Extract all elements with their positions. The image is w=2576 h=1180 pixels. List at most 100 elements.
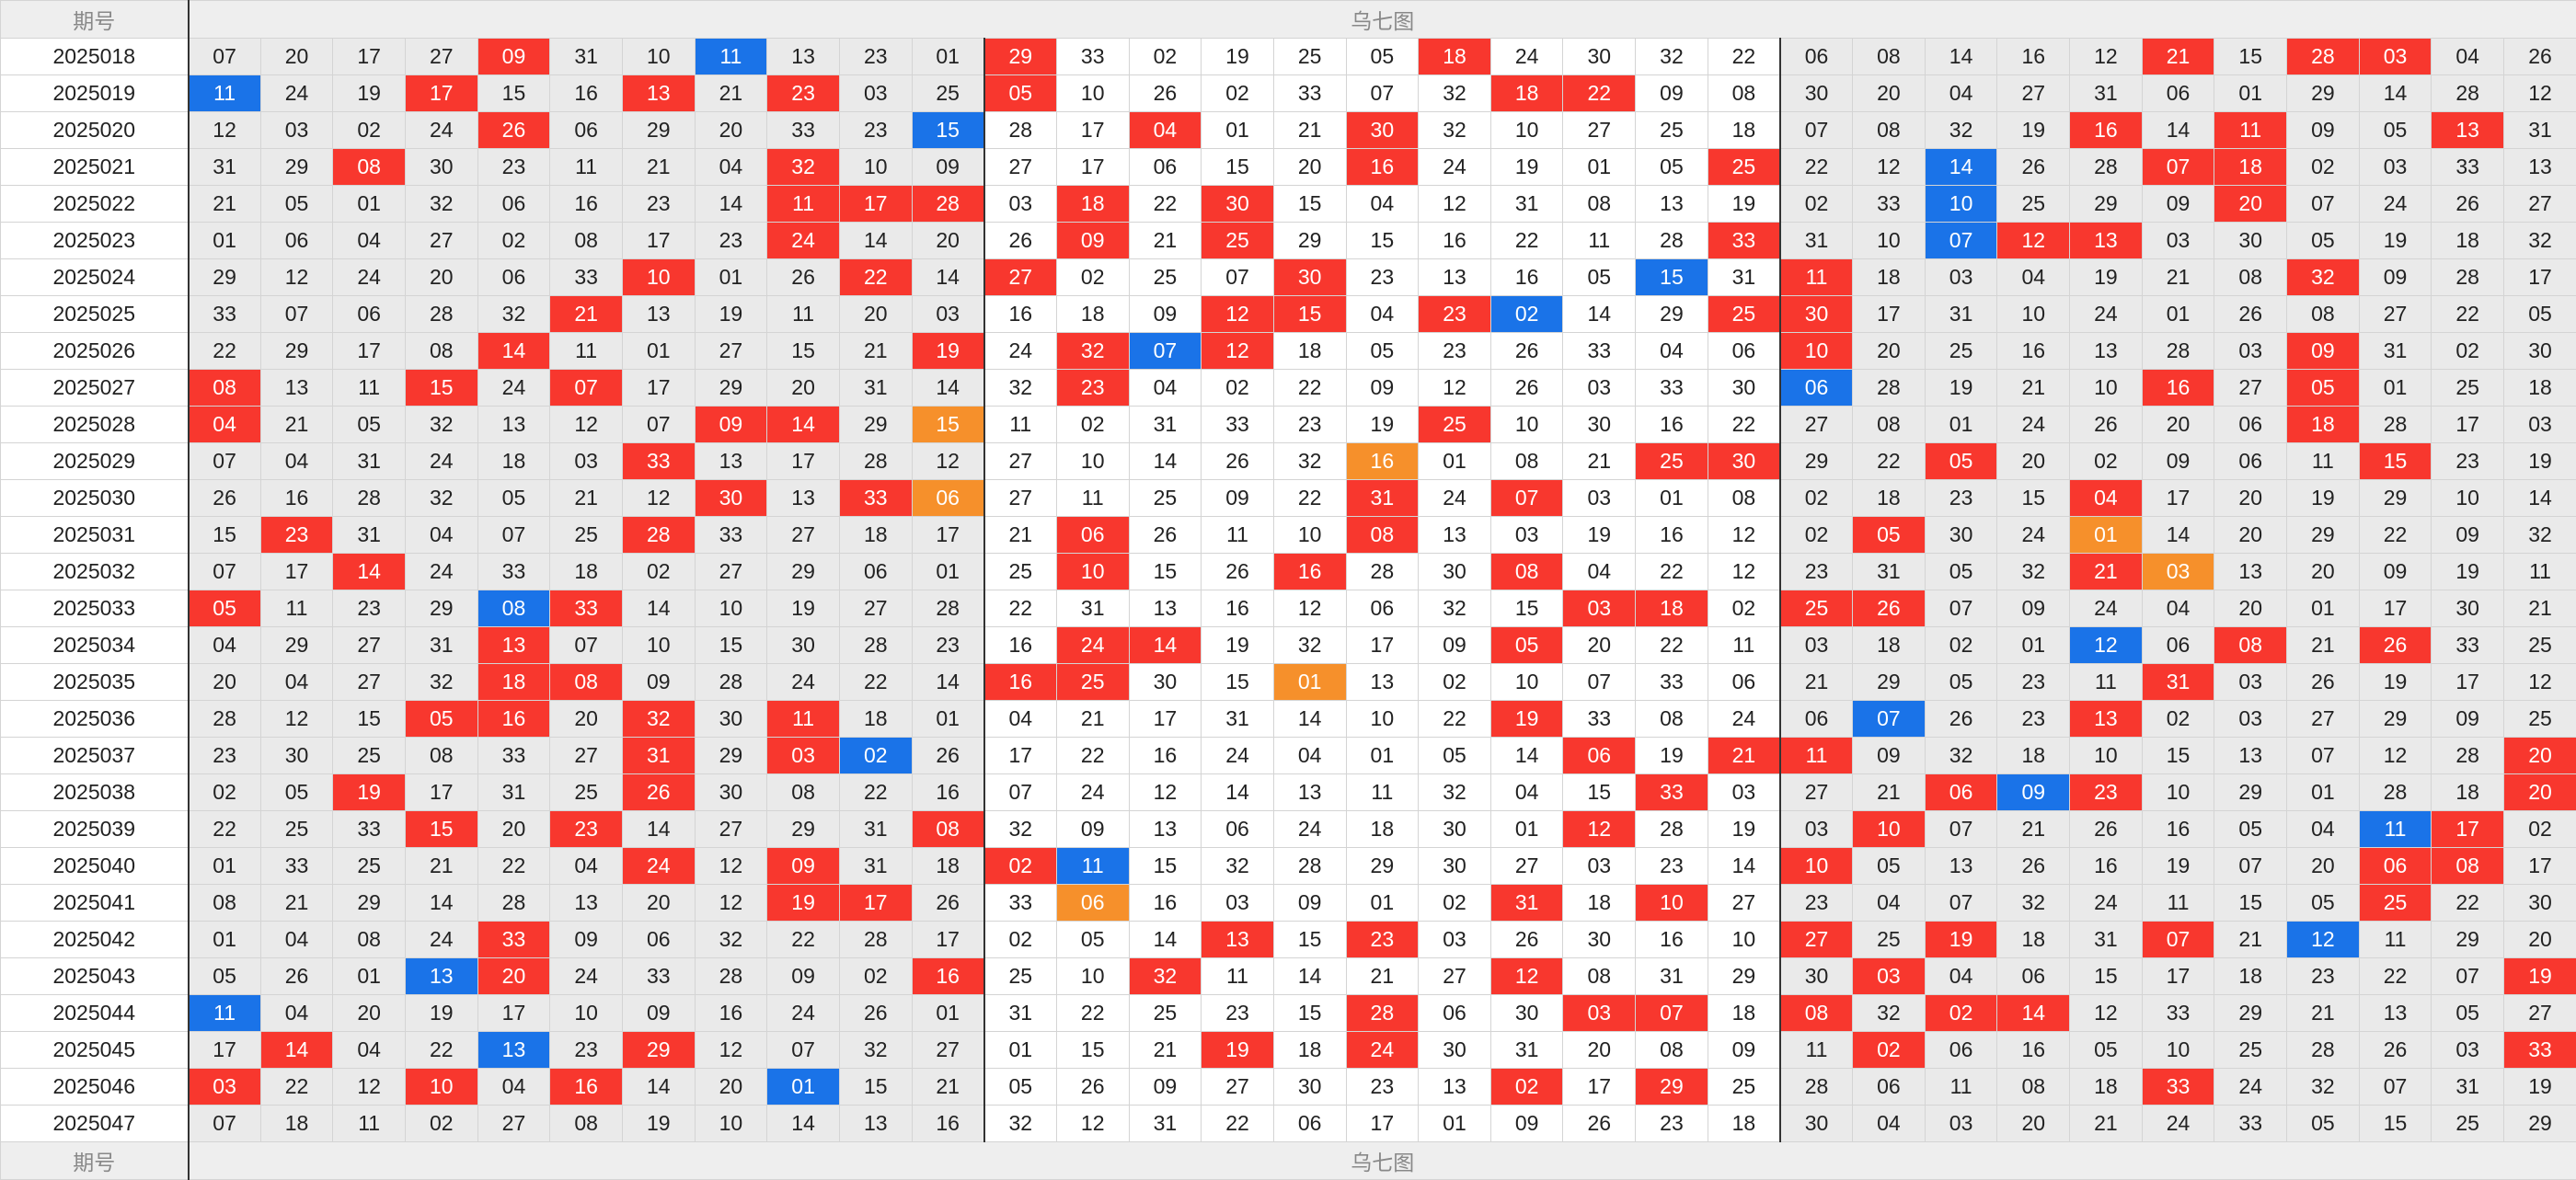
number-cell: 10	[1780, 848, 1853, 885]
number-cell: 28	[333, 480, 406, 517]
number-cell: 30	[1780, 75, 1853, 112]
number-cell: 20	[839, 296, 912, 333]
number-cell: 20	[1997, 1106, 2070, 1142]
number-cell: 14	[767, 1106, 840, 1142]
number-cell: 27	[1780, 407, 1853, 443]
number-cell: 25	[1056, 664, 1129, 701]
number-cell: 14	[333, 554, 406, 590]
number-cell: 15	[333, 701, 406, 738]
number-cell: 23	[1780, 554, 1853, 590]
number-cell: 33	[1853, 186, 1926, 223]
number-cell: 05	[189, 958, 261, 995]
number-cell: 07	[2214, 848, 2287, 885]
number-cell: 11	[189, 75, 261, 112]
number-cell: 27	[1419, 958, 1491, 995]
number-cell: 29	[333, 885, 406, 922]
number-cell: 33	[1563, 701, 1636, 738]
number-cell: 18	[1853, 480, 1926, 517]
period-cell: 2025045	[1, 1032, 189, 1069]
number-cell: 25	[2504, 627, 2576, 664]
number-cell: 16	[984, 664, 1057, 701]
number-cell: 18	[1419, 39, 1491, 75]
number-cell: 09	[2287, 333, 2360, 370]
number-cell: 04	[1273, 738, 1346, 774]
number-cell: 01	[1636, 480, 1708, 517]
number-cell: 33	[2432, 627, 2504, 664]
number-cell: 01	[1419, 443, 1491, 480]
number-cell: 13	[839, 1106, 912, 1142]
number-cell: 21	[1780, 664, 1853, 701]
number-cell: 03	[1563, 370, 1636, 407]
number-cell: 03	[1563, 590, 1636, 627]
number-cell: 05	[2359, 112, 2432, 149]
number-cell: 28	[2287, 1032, 2360, 1069]
number-cell: 17	[1563, 1069, 1636, 1106]
number-cell: 29	[1273, 223, 1346, 259]
number-cell: 15	[1202, 149, 1274, 186]
period-cell: 2025044	[1, 995, 189, 1032]
number-cell: 06	[477, 259, 550, 296]
number-cell: 05	[1056, 922, 1129, 958]
number-cell: 12	[695, 885, 767, 922]
number-cell: 24	[1202, 738, 1274, 774]
number-cell: 20	[1273, 149, 1346, 186]
number-cell: 25	[1273, 39, 1346, 75]
number-cell: 32	[2504, 223, 2576, 259]
number-cell: 01	[2142, 296, 2214, 333]
number-cell: 13	[1129, 811, 1202, 848]
number-cell: 14	[477, 333, 550, 370]
number-cell: 02	[1780, 480, 1853, 517]
number-cell: 01	[767, 1069, 840, 1106]
number-cell: 23	[1636, 848, 1708, 885]
number-cell: 09	[767, 958, 840, 995]
number-cell: 21	[839, 333, 912, 370]
number-cell: 18	[1853, 259, 1926, 296]
number-cell: 09	[2432, 701, 2504, 738]
number-cell: 30	[1129, 664, 1202, 701]
number-cell: 30	[1273, 259, 1346, 296]
number-cell: 14	[1708, 848, 1780, 885]
number-cell: 30	[767, 627, 840, 664]
number-cell: 29	[695, 738, 767, 774]
period-cell: 2025036	[1, 701, 189, 738]
number-cell: 07	[189, 1106, 261, 1142]
number-cell: 19	[1490, 149, 1563, 186]
number-cell: 01	[1419, 1106, 1491, 1142]
number-cell: 24	[622, 848, 695, 885]
number-cell: 11	[2287, 443, 2360, 480]
number-cell: 09	[1056, 811, 1129, 848]
number-cell: 14	[1925, 39, 1997, 75]
number-cell: 28	[2070, 149, 2143, 186]
number-cell: 05	[2287, 223, 2360, 259]
number-cell: 11	[1780, 259, 1853, 296]
number-cell: 24	[405, 554, 477, 590]
number-cell: 30	[1563, 922, 1636, 958]
number-cell: 32	[2287, 1069, 2360, 1106]
number-cell: 06	[1129, 149, 1202, 186]
number-cell: 03	[260, 112, 333, 149]
number-cell: 16	[695, 995, 767, 1032]
number-cell: 08	[1780, 995, 1853, 1032]
number-cell: 01	[2359, 370, 2432, 407]
number-cell: 13	[1419, 259, 1491, 296]
number-cell: 03	[2214, 701, 2287, 738]
number-cell: 17	[2142, 480, 2214, 517]
number-cell: 10	[2070, 738, 2143, 774]
number-cell: 22	[1490, 223, 1563, 259]
number-cell: 07	[1636, 995, 1708, 1032]
number-cell: 21	[2142, 39, 2214, 75]
number-cell: 25	[912, 75, 984, 112]
number-cell: 08	[550, 1106, 623, 1142]
number-cell: 03	[984, 186, 1057, 223]
number-cell: 21	[550, 480, 623, 517]
number-cell: 16	[550, 75, 623, 112]
number-cell: 15	[1273, 296, 1346, 333]
number-cell: 16	[2070, 112, 2143, 149]
number-cell: 08	[1853, 112, 1926, 149]
number-cell: 23	[1056, 370, 1129, 407]
number-cell: 28	[2432, 75, 2504, 112]
number-cell: 21	[1129, 223, 1202, 259]
